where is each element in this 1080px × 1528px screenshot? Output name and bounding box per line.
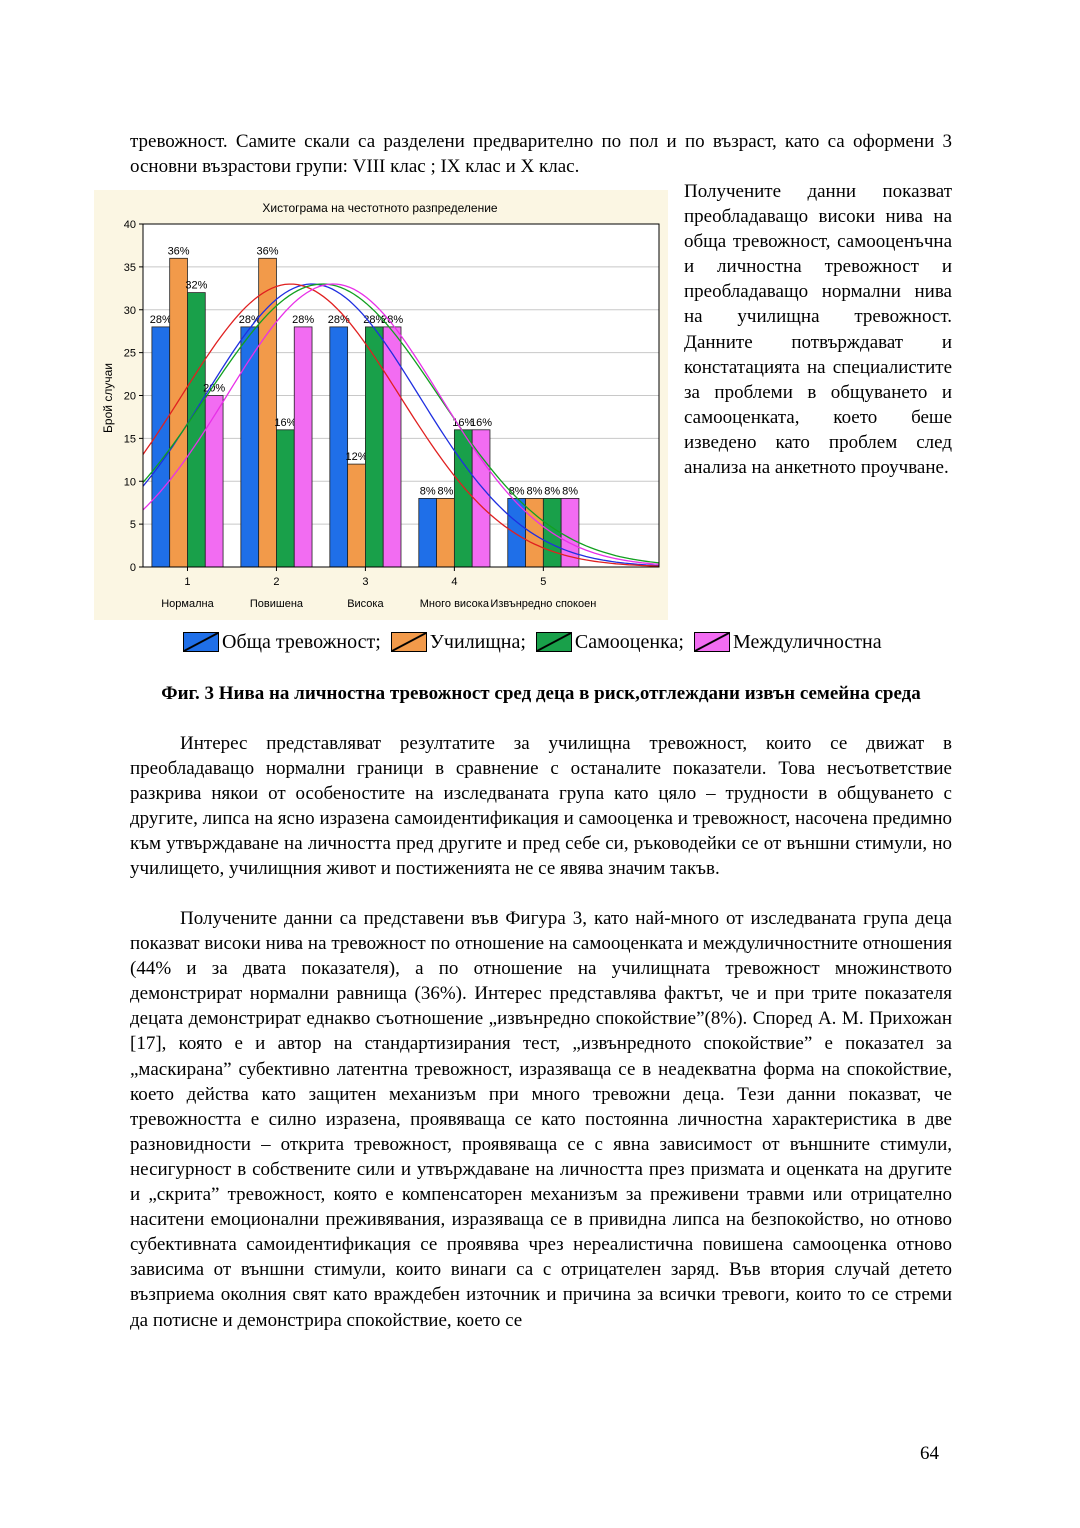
page-number: 64 [920,1443,939,1464]
y-tick-label: 20 [124,391,136,403]
category-label: Извънредно спокоен [490,598,596,610]
legend-label-general: Обща тревожност; [222,631,381,653]
data-label: 12% [346,451,368,463]
bar [293,326,313,568]
y-tick-label: 30 [124,305,136,317]
legend-item-selfesteem: Самооценка; [535,629,684,655]
bar [329,326,349,568]
fitted-curve [142,283,660,566]
paragraph-results: Получените данни са представени във Фигу… [130,908,952,1331]
legend-swatch-selfesteem [535,632,572,652]
legend-label-school: Училищна; [429,631,526,653]
data-label: 36% [168,245,190,257]
y-tick-label: 40 [124,219,136,231]
x-tick-label: 5 [540,576,546,588]
chart-title: Хистограма на честотното разпределение [262,201,498,215]
data-label: 28% [292,314,314,326]
legend-item-general: Обща тревожност; [183,629,381,655]
chart-legend: Обща тревожност; Училищна; Самооценка; М… [183,629,943,655]
bar [240,326,260,568]
side-paragraph: Получените данни показват преобладаващо … [684,179,952,480]
data-label: 16% [274,417,296,429]
data-label: 20% [203,383,225,395]
fitted-curve [142,283,660,564]
x-tick-label: 1 [184,576,190,588]
data-label: 28% [150,314,172,326]
plot-frame [142,223,660,568]
y-tick-label: 35 [124,262,136,274]
x-tick-label: 2 [273,576,279,588]
bar [418,497,437,568]
bar [436,497,455,568]
legend-swatch-school [390,632,427,652]
fitted-curve [142,283,660,567]
data-label: 32% [185,280,207,292]
category-label: Повишена [250,598,304,610]
legend-item-interpersonal: Междуличностна [693,629,882,655]
legend-label-interpersonal: Междуличностна [732,631,882,653]
histogram-svg: Хистограма на честотното разпределение Б… [94,190,668,620]
bar [365,326,384,568]
bar [258,257,277,568]
legend-swatch-general [183,632,219,652]
data-label: 16% [452,417,474,429]
category-label: Висока [347,598,384,610]
bar [347,463,366,568]
intro-paragraph: тревожност. Самите скали са разделени пр… [130,131,952,178]
bar [276,429,295,568]
y-axis-label: Брой случаи [101,363,115,433]
y-tick-label: 25 [124,348,136,360]
x-tick-label: 4 [451,576,457,588]
data-label: 16% [470,417,492,429]
y-tick-label: 5 [130,519,136,531]
data-label: 8% [562,485,578,497]
data-label: 8% [544,485,560,497]
histogram-chart: Хистограма на честотното разпределение Б… [94,190,668,620]
y-tick-label: 10 [124,476,136,488]
y-tick-label: 15 [124,433,136,445]
legend-label-selfesteem: Самооценка; [574,631,684,653]
bar [204,395,224,568]
category-label: Много висока [420,598,490,610]
legend-swatch-interpersonal [693,632,730,652]
figure-caption: Фиг. 3 Нива на личностна тревожност сред… [161,683,921,704]
data-label: 28% [239,314,261,326]
paragraph-school-anxiety: Интерес представляват резултатите за учи… [130,733,952,880]
x-tick-label: 3 [362,576,368,588]
data-label: 8% [526,485,542,497]
data-label: 8% [420,485,436,497]
bar [187,292,206,568]
side-paragraph-text: Получените данни показват преобладаващо … [684,181,952,479]
bar [169,257,188,568]
data-label: 36% [257,245,279,257]
bar [151,326,171,568]
y-tick-label: 0 [130,562,136,574]
data-label: 8% [438,485,454,497]
fitted-curve [142,283,660,567]
legend-item-school: Училищна; [390,629,526,655]
category-label: Нормална [161,598,214,610]
bar [453,429,473,568]
